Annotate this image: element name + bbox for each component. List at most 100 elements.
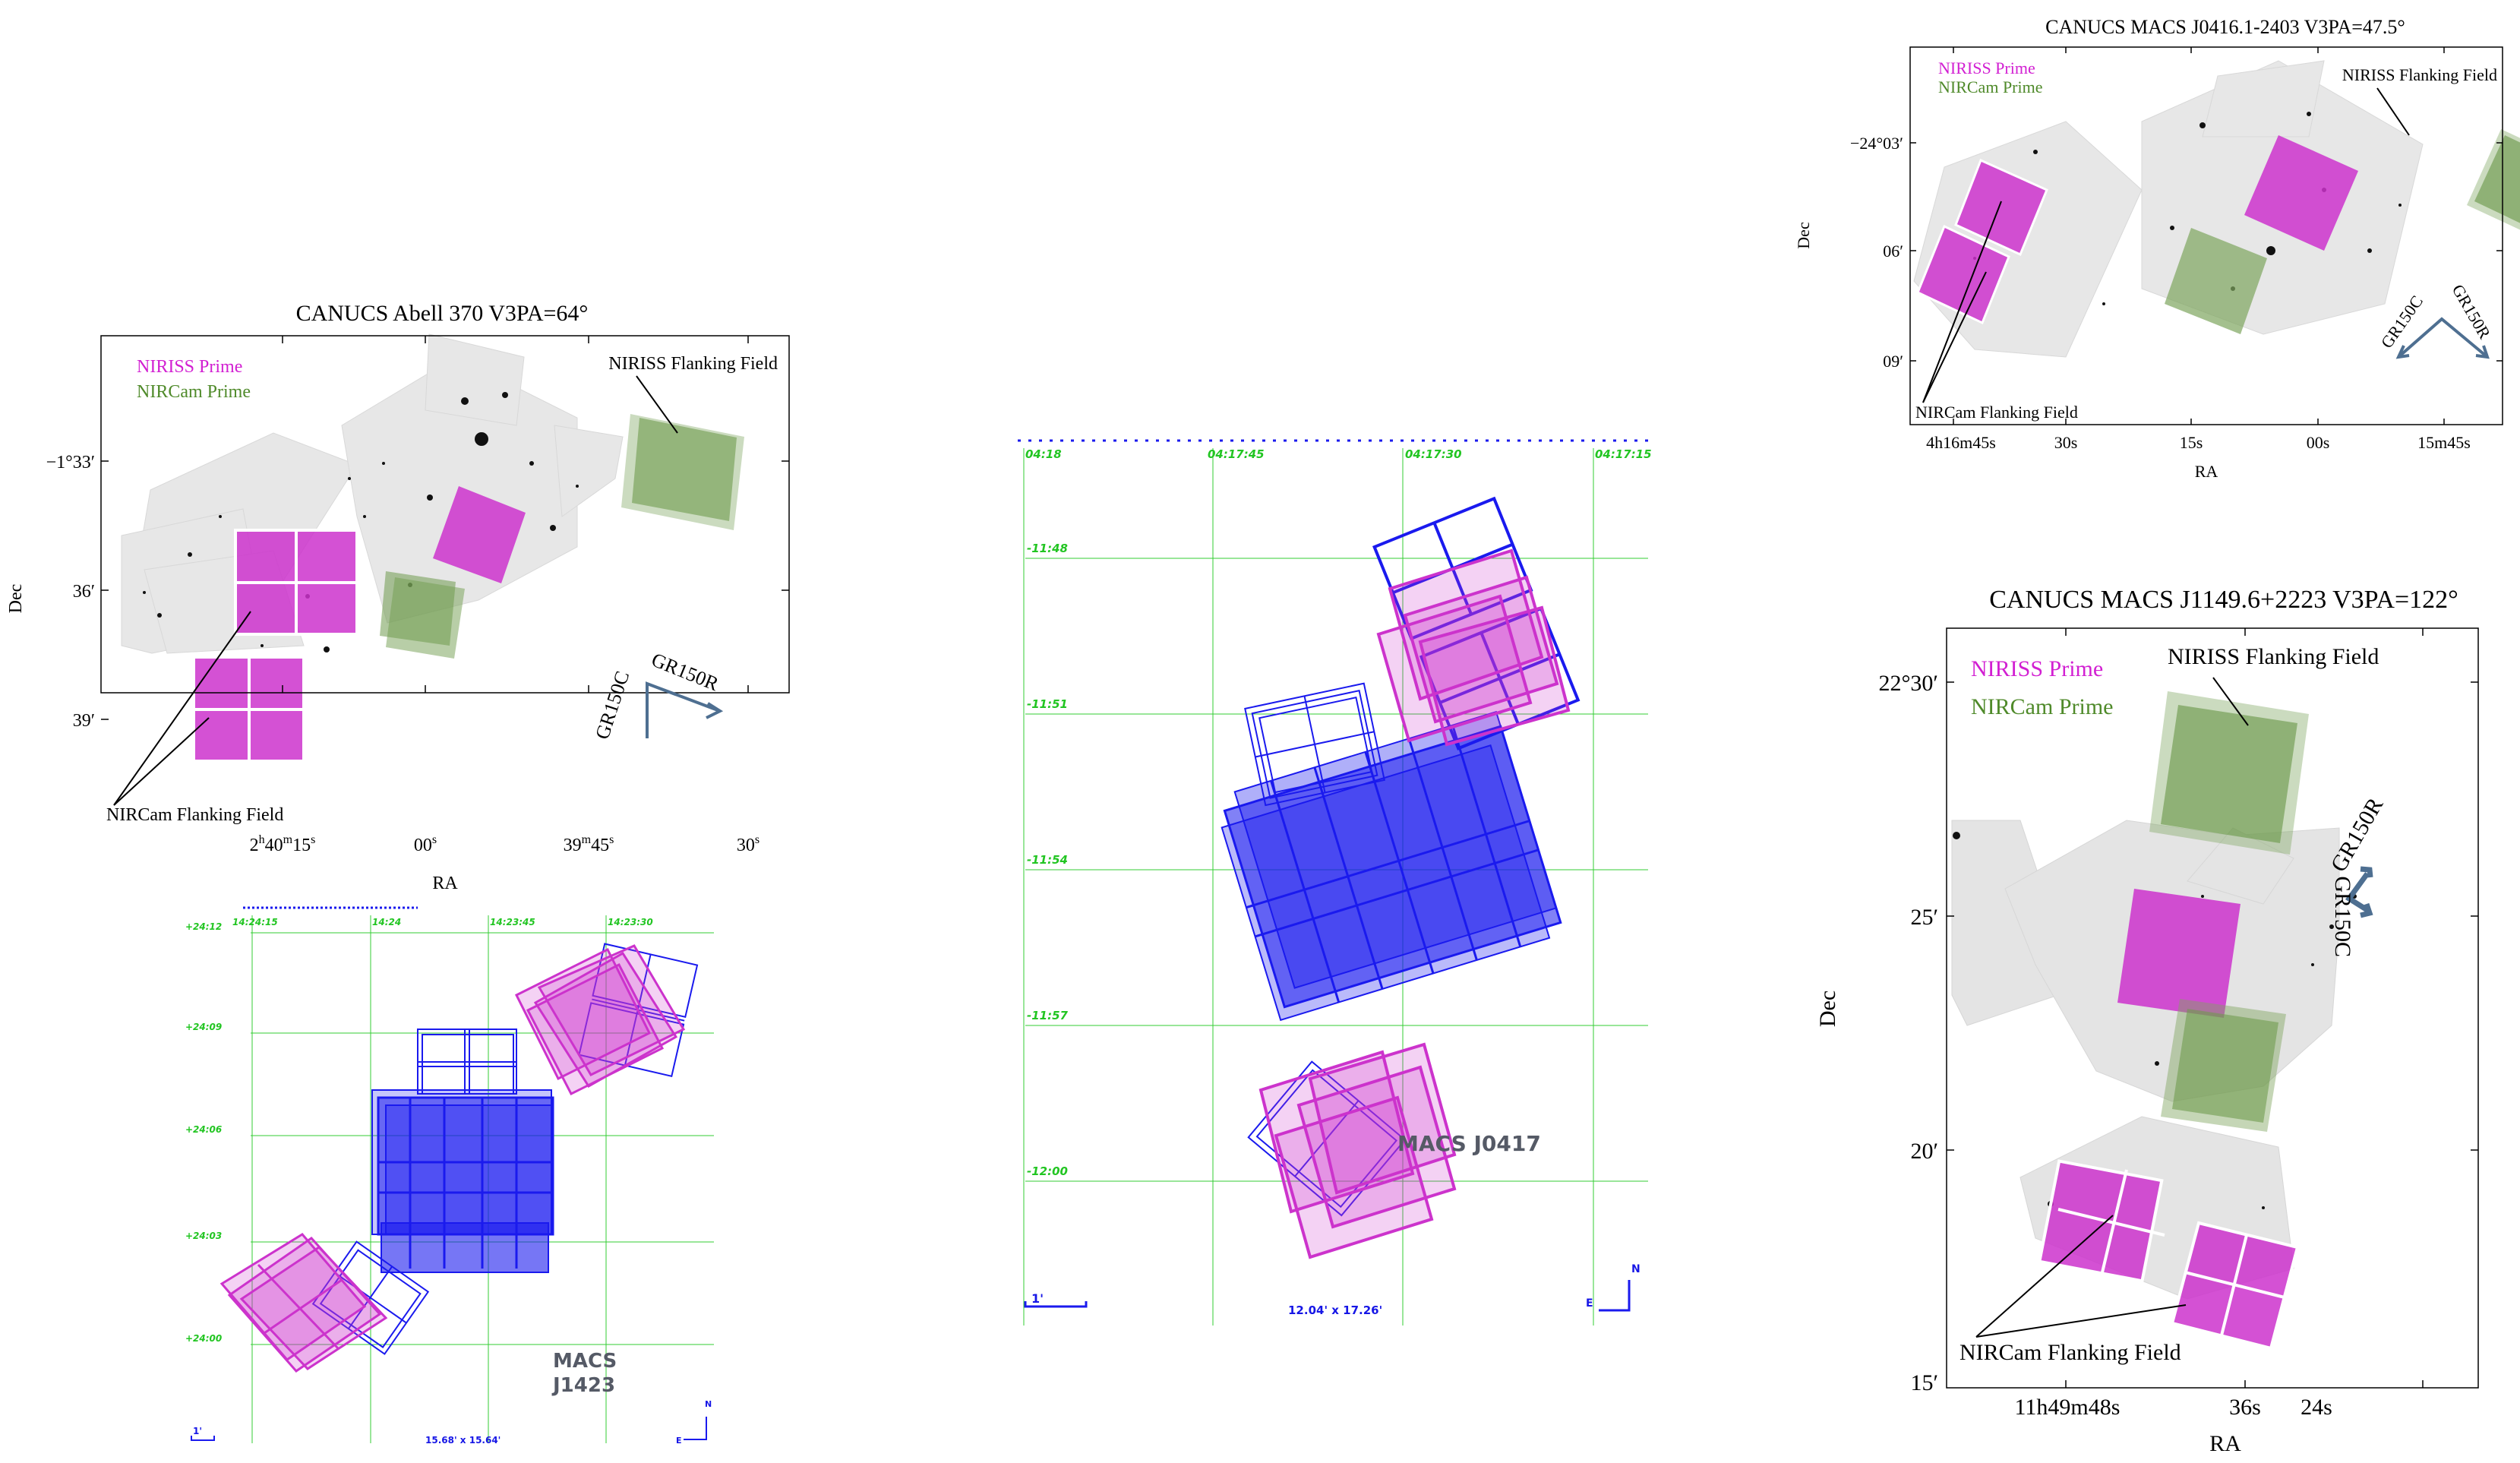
j1423-fov: 15.68' x 15.64' <box>425 1435 501 1446</box>
panel-j0416: CANUCS MACS J0416.1-2403 V3PA=47.5° NIRI… <box>1794 16 2520 481</box>
j1423-ra-tick-1: 14:24 <box>372 917 401 927</box>
j1423-name-line2: J1423 <box>551 1374 615 1397</box>
abell370-dispersion-arrows <box>646 681 724 738</box>
abell370-label-niriss-flanking: NIRISS Flanking Field <box>608 354 778 374</box>
abell370-ylabel: Dec <box>6 584 26 614</box>
abell370-legend-niriss: NIRISS Prime <box>137 357 242 377</box>
j1149-ytick-2: 20′ <box>1910 1139 1938 1164</box>
j0416-arrow-r: GR150R <box>2449 281 2495 343</box>
j1149-xtick-2: 24s <box>2301 1395 2332 1420</box>
j0417-ra-tick-3: 04:17:15 <box>1595 447 1652 461</box>
j0417-ra-tick-2: 04:17:30 <box>1405 447 1462 461</box>
abell370-x-ticks <box>282 336 749 693</box>
j1149-x-ticks <box>2065 628 2424 1388</box>
panel-j0417: 04:18 04:17:45 04:17:30 04:17:15 -11:48 … <box>1018 439 1652 1326</box>
j0417-compass-e: E <box>1586 1297 1593 1310</box>
j0416-ylabel: Dec <box>1794 222 1813 249</box>
j1149-ylabel: Dec <box>1815 991 1840 1027</box>
j0416-label-niriss-flanking: NIRISS Flanking Field <box>2342 65 2497 84</box>
j1423-name-line1: MACS <box>553 1350 617 1373</box>
panel-j1149: CANUCS MACS J1149.6+2223 V3PA=122° NIRIS… <box>1815 586 2479 1456</box>
j1149-pointer-niriss <box>2212 677 2249 726</box>
abell370-ytick-2: 39′ <box>73 711 95 731</box>
abell370-niriss-prime <box>433 486 526 583</box>
j1149-ytick-1: 25′ <box>1910 905 1938 930</box>
j0416-pointer-niriss <box>2376 87 2410 136</box>
abell370-xtick-2: 39m45s <box>564 833 614 855</box>
abell370-ytick-1: 36′ <box>73 582 95 602</box>
j0417-dec-tick-3: -11:57 <box>1027 1009 1069 1022</box>
j0416-xtick-2: 15s <box>2180 433 2203 452</box>
j0417-fov: 12.04' x 17.26' <box>1288 1303 1382 1317</box>
j1149-niriss-prime <box>2117 889 2241 1018</box>
j1423-ra-tick-3: 14:23:30 <box>608 917 653 927</box>
j0416-y-ticks <box>1910 142 2503 362</box>
j0416-xtick-1: 30s <box>2054 433 2078 452</box>
j0416-dispersion-arrows <box>2395 317 2490 359</box>
j1149-nircam-prime <box>2149 691 2309 1132</box>
j0417-dec-tick-4: -12:00 <box>1027 1164 1068 1178</box>
j1423-compass-n: N <box>705 1399 712 1409</box>
abell370-plot-frame <box>100 335 790 694</box>
j1423-dec-tick-1: +24:09 <box>185 1022 222 1032</box>
j0416-title: CANUCS MACS J0416.1-2403 V3PA=47.5° <box>2045 16 2405 38</box>
j0417-compass <box>1599 1280 1631 1312</box>
j0417-nircam-pointings <box>1221 710 1562 1022</box>
j1149-nircam-flanking <box>2037 1159 2300 1351</box>
abell370-y-ticks <box>101 460 789 720</box>
j1149-title: CANUCS MACS J1149.6+2223 V3PA=122° <box>1989 586 2458 614</box>
j0416-nircam-flanking <box>1916 158 2048 325</box>
j1149-label-niriss-flanking: NIRISS Flanking Field <box>2168 644 2379 669</box>
j0417-ra-tick-1: 04:17:45 <box>1208 447 1265 461</box>
j0417-scale-label: 1' <box>1031 1291 1044 1306</box>
abell370-pointer-nircam <box>113 611 251 806</box>
j0416-xlabel: RA <box>2195 462 2218 481</box>
j0416-ytick-1: 06′ <box>1883 242 1903 261</box>
j0416-pointer-nircam <box>1922 201 2002 403</box>
j0417-name: MACS J0417 <box>1397 1131 1541 1156</box>
j0416-nircam-prime <box>2165 129 2520 334</box>
j0417-compass-n: N <box>1631 1263 1641 1275</box>
abell370-arrow-c: GR150C <box>591 668 633 742</box>
j1423-ra-tick-2: 14:23:45 <box>490 917 535 927</box>
j0416-x-ticks <box>1953 47 2445 425</box>
j0416-label-nircam-flanking: NIRCam Flanking Field <box>1915 403 2078 422</box>
j1149-legend-niriss: NIRISS Prime <box>1971 656 2103 681</box>
abell370-sky-mosaic <box>121 333 624 654</box>
abell370-legend-nircam: NIRCam Prime <box>137 382 251 402</box>
abell370-pointer-niriss <box>636 375 678 434</box>
j1423-scale-bar <box>191 1436 215 1441</box>
j0416-legend-nircam: NIRCam Prime <box>1938 77 2043 96</box>
j1423-dec-tick-3: +24:03 <box>185 1231 222 1241</box>
j0417-dec-tick-2: -11:54 <box>1027 853 1068 867</box>
j1149-label-nircam-flanking: NIRCam Flanking Field <box>1959 1340 2181 1365</box>
abell370-ytick-0: −1°33′ <box>46 453 95 472</box>
abell370-title: CANUCS Abell 370 V3PA=64° <box>296 301 589 326</box>
j0416-legend-niriss: NIRISS Prime <box>1938 58 2035 77</box>
j1149-dispersion-arrows <box>2345 866 2373 918</box>
j1149-xtick-1: 36s <box>2229 1395 2261 1420</box>
abell370-xtick-1: 00s <box>414 833 437 855</box>
panel-abell370: CANUCS Abell 370 V3PA=64° <box>6 301 790 893</box>
j1149-ytick-0: 22°30′ <box>1878 671 1938 696</box>
j0417-scale-bar <box>1024 1301 1088 1308</box>
j0416-ytick-0: −24°03′ <box>1850 134 1903 153</box>
j0416-xtick-3: 00s <box>2307 433 2330 452</box>
j0417-dec-tick-0: -11:48 <box>1027 542 1068 555</box>
j0417-dec-tick-1: -11:51 <box>1027 697 1068 711</box>
j0417-ra-tick-0: 04:18 <box>1025 447 1062 461</box>
abell370-nircam-flanking <box>192 529 358 763</box>
j1423-compass <box>684 1417 707 1440</box>
j1149-legend-nircam: NIRCam Prime <box>1971 694 2114 719</box>
j0416-xtick-4: 15m45s <box>2417 433 2471 452</box>
j1149-pointer-nircam <box>1975 1215 2187 1338</box>
panel-j1423: 14:24:15 14:24 14:23:45 14:23:30 +24:12 … <box>185 906 714 1446</box>
j0416-niriss-prime <box>2244 135 2358 251</box>
j0417-niriss-prime <box>1258 548 1571 1259</box>
j1423-dec-tick-4: +24:00 <box>185 1333 222 1344</box>
j1149-xtick-0: 11h49m48s <box>2015 1395 2121 1420</box>
abell370-nircam-prime <box>380 414 744 659</box>
abell370-xlabel: RA <box>432 874 458 893</box>
j1423-dec-tick-0: +24:12 <box>185 921 222 932</box>
